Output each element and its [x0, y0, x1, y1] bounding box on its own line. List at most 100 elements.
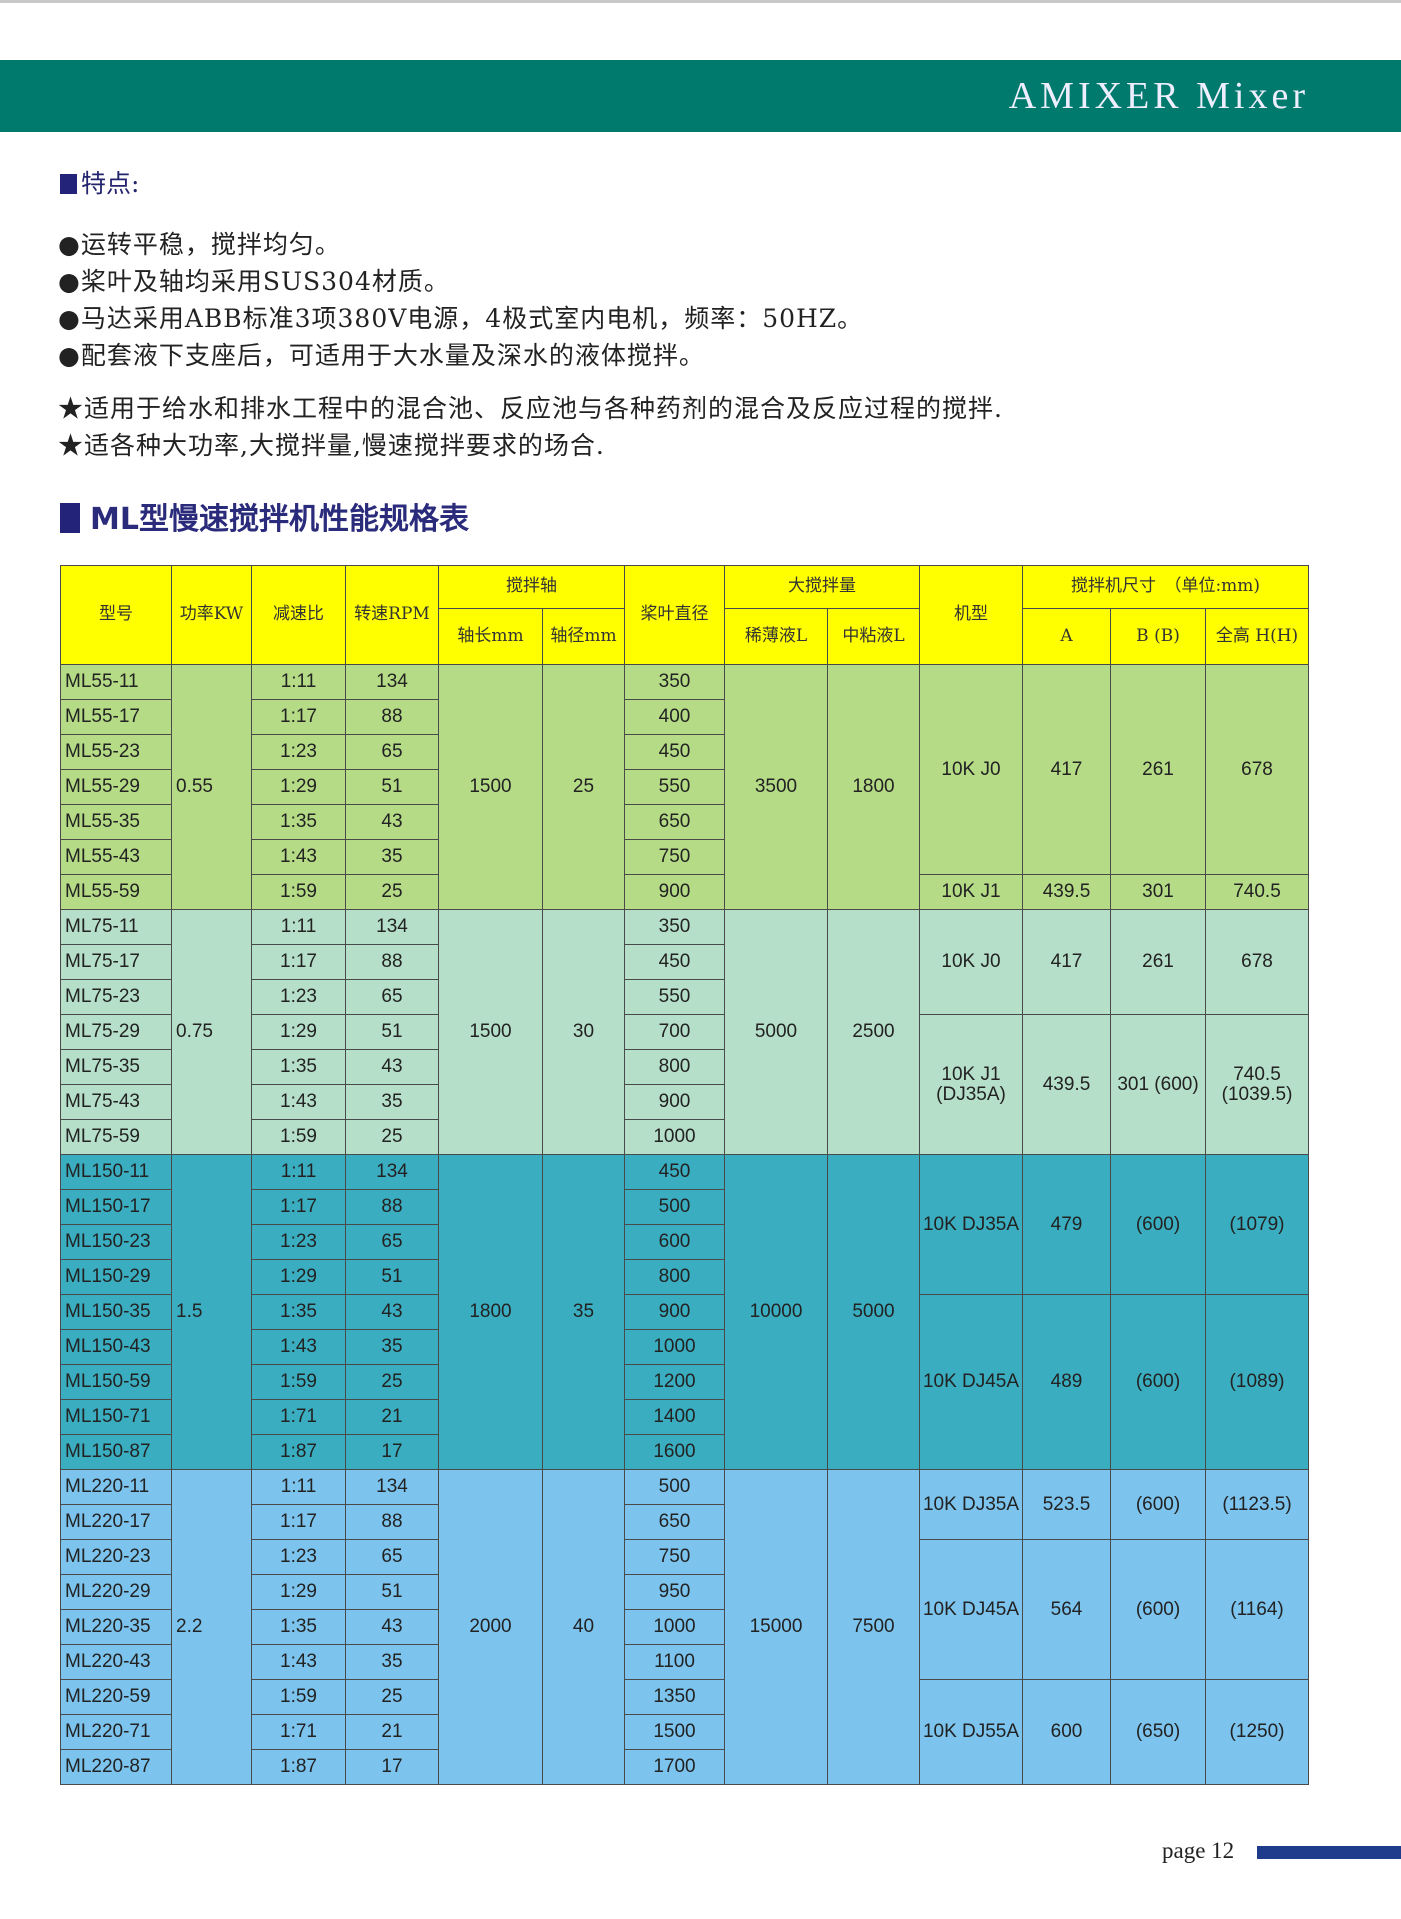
shaft-length-cell: 1500 [438, 664, 543, 910]
ratio-cell: 1:35 [251, 1049, 346, 1085]
features-heading-text: 特点: [81, 169, 140, 198]
header-capacity: 大搅拌量 [724, 565, 920, 609]
model-cell: ML220-23 [60, 1539, 172, 1575]
dim-b-cell: 301 [1110, 874, 1206, 910]
ratio-cell: 1:71 [251, 1399, 346, 1435]
dim-a-cell: 417 [1022, 909, 1111, 1015]
header-power: 功率KW [171, 565, 252, 665]
thin-capacity-cell: 10000 [724, 1154, 828, 1470]
table-row: ML150-35 1:35 43 900 10K DJ45A 489 (600) (1089) [60, 1294, 1310, 1470]
power-cell: 1.5 [171, 1154, 252, 1470]
blade-cell: 750 [624, 839, 725, 875]
feature-list: ●运转平稳，搅拌均匀。 ●桨叶及轴均采用SUS304材质。 ●马达采用ABB标准… [58, 226, 863, 374]
model-cell: ML75-11 [60, 909, 172, 945]
ratio-cell: 1:29 [251, 1259, 346, 1295]
rpm-cell: 43 [345, 804, 439, 840]
model-cell: ML55-17 [60, 699, 172, 735]
ratio-cell: 1:35 [251, 1609, 346, 1645]
medium-capacity-cell: 7500 [827, 1469, 920, 1785]
machine-type-cell: 10K DJ55A [919, 1679, 1023, 1785]
ratio-cell: 1:11 [251, 909, 346, 945]
ratio-cell: 1:29 [251, 1014, 346, 1050]
feature-item: ●配套液下支座后，可适用于大水量及深水的液体搅拌。 [58, 341, 705, 370]
square-bullet-icon [60, 174, 77, 194]
footer-bar [1257, 1846, 1401, 1859]
table-row: ML150-11 1.5 1:11 134 1800 35 450 10000 5000 10K … [60, 1154, 1310, 1470]
model-cell: ML75-43 [60, 1084, 172, 1120]
dim-a-cell: 600 [1022, 1679, 1111, 1785]
model-cell: ML220-29 [60, 1574, 172, 1610]
ratio-cell: 1:87 [251, 1434, 346, 1470]
blade-cell: 550 [624, 979, 725, 1015]
rpm-cell: 25 [345, 1364, 439, 1400]
shaft-length-cell: 1800 [438, 1154, 543, 1470]
blade-cell: 1000 [624, 1119, 725, 1155]
ratio-cell: 1:43 [251, 1329, 346, 1365]
model-cell: ML150-17 [60, 1189, 172, 1225]
application-list: ★适用于给水和排水工程中的混合池、反应池与各种药剂的混合及反应过程的搅拌. ★适… [58, 390, 1003, 464]
rpm-cell: 21 [345, 1714, 439, 1750]
blade-cell: 1700 [624, 1749, 725, 1785]
blade-cell: 900 [624, 1084, 725, 1120]
header-medium: 中粘液L [827, 608, 920, 665]
model-cell: ML55-11 [60, 664, 172, 700]
dim-h-cell: 678 [1204, 909, 1310, 1015]
rpm-cell: 65 [345, 1539, 439, 1575]
model-cell: ML150-11 [60, 1154, 172, 1190]
machine-type-cell: 10K DJ45A [919, 1539, 1023, 1680]
rpm-cell: 25 [345, 1119, 439, 1155]
table-row: ML150-87 1:87 17 1600 [60, 1434, 1309, 1470]
ratio-cell: 1:35 [251, 804, 346, 840]
medium-capacity-cell: 1800 [827, 664, 920, 910]
dim-a-cell: 439.5 [1022, 874, 1111, 910]
ratio-cell: 1:59 [251, 1119, 346, 1155]
blade-cell: 500 [624, 1469, 725, 1505]
ratio-cell: 1:59 [251, 874, 346, 910]
ratio-cell: 1:59 [251, 1364, 346, 1400]
model-cell: ML220-59 [60, 1679, 172, 1715]
blade-cell: 1350 [624, 1679, 725, 1715]
machine-type-cell: 10K J0 [919, 664, 1023, 875]
features-heading: 特点: [60, 164, 139, 200]
ratio-cell: 1:71 [251, 1714, 346, 1750]
ratio-cell: 1:43 [251, 1644, 346, 1680]
model-cell: ML55-35 [60, 804, 172, 840]
rpm-cell: 134 [345, 909, 439, 945]
rpm-cell: 35 [345, 839, 439, 875]
section-title-text: ML型慢速搅拌机性能规格表 [90, 502, 469, 537]
rpm-cell: 51 [345, 769, 439, 805]
dim-a-cell: 479 [1022, 1154, 1111, 1295]
model-cell: ML220-11 [60, 1469, 172, 1505]
application-item: ★适用于给水和排水工程中的混合池、反应池与各种药剂的混合及反应过程的搅拌. [58, 394, 1003, 423]
model-cell: ML150-23 [60, 1224, 172, 1260]
table-row: ML75-29 1:29 51 700 10K J1 (DJ35A) 439.5 301 (… [60, 1014, 1310, 1155]
rpm-cell: 134 [345, 1154, 439, 1190]
blade-cell: 1200 [624, 1364, 725, 1400]
blade-cell: 450 [624, 944, 725, 980]
header-thin: 稀薄液L [724, 608, 828, 665]
model-cell: ML150-71 [60, 1399, 172, 1435]
rpm-cell: 51 [345, 1259, 439, 1295]
square-bullet-icon [60, 503, 80, 533]
blade-cell: 650 [624, 1504, 725, 1540]
model-cell: ML55-29 [60, 769, 172, 805]
rpm-cell: 65 [345, 979, 439, 1015]
ratio-cell: 1:17 [251, 1504, 346, 1540]
dim-b-cell: 301 (600) [1110, 1014, 1206, 1155]
model-cell: ML220-71 [60, 1714, 172, 1750]
dim-h-cell: 740.5 (1039.5) [1204, 1014, 1310, 1155]
blade-cell: 800 [624, 1049, 725, 1085]
rpm-cell: 17 [345, 1434, 439, 1470]
ratio-cell: 1:35 [251, 1294, 346, 1330]
shaft-dia-cell: 35 [542, 1154, 625, 1470]
model-cell: ML75-59 [60, 1119, 172, 1155]
power-cell: 2.2 [171, 1469, 252, 1785]
shaft-dia-cell: 30 [542, 909, 625, 1155]
ratio-cell: 1:43 [251, 839, 346, 875]
model-cell: ML150-43 [60, 1329, 172, 1365]
model-cell: ML150-35 [60, 1294, 172, 1330]
page-number: page 12 [1162, 1838, 1235, 1863]
dim-b-cell: (600) [1110, 1294, 1206, 1470]
blade-cell: 400 [624, 699, 725, 735]
section-title: ML型慢速搅拌机性能规格表 [60, 494, 469, 538]
